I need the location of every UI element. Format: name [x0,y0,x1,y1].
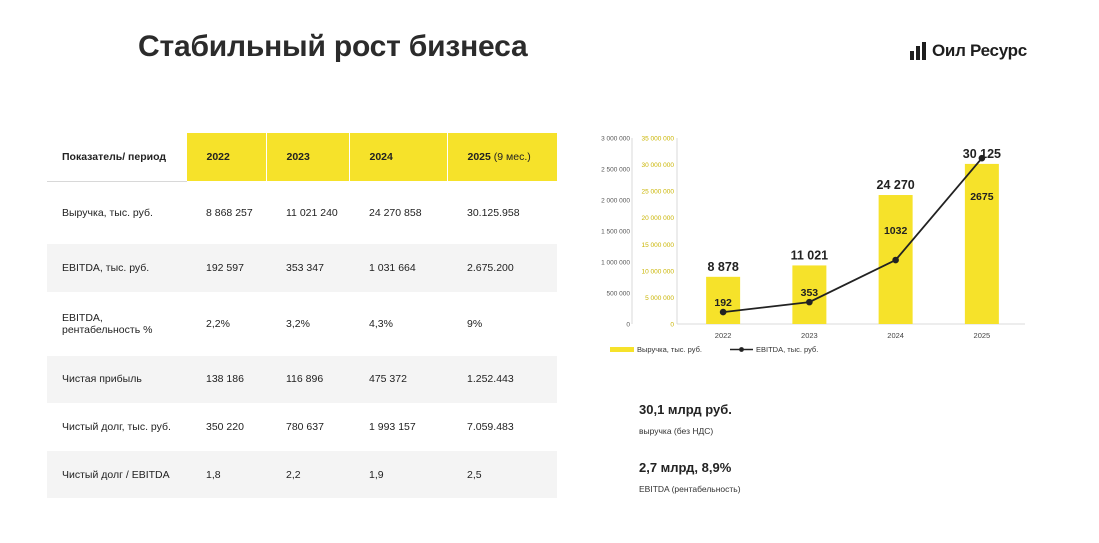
x-tick-label: 2022 [715,331,732,340]
ebitda-value-label: 353 [801,287,819,299]
bar-value-label: 24 270 [877,178,915,192]
table-cell: 475 372 [349,355,447,404]
bar-value-label: 8 878 [707,260,738,274]
ebitda-value-label: 1032 [884,225,908,237]
left-tick-label: 2 500 000 [601,167,630,174]
row-label: Чистая прибыль [47,355,186,404]
table-cell: 9% [467,317,483,330]
ebitda-line [723,157,983,313]
table-cell: 2,2 [266,450,349,499]
left-tick-label: 1 000 000 [601,260,630,267]
table-cell: 2,5 [447,450,557,499]
summary-panel: 30,1 млрд руб. выручка (без НДС) 2,7 млр… [639,402,939,494]
legend-bar-swatch [610,347,634,352]
legend-line-marker [739,347,744,352]
bar-value-label: 30 125 [963,147,1001,161]
ebitda-value-label: 2675 [970,191,994,203]
table-cell: 138 186 [186,355,266,404]
x-tick-label: 2024 [887,331,904,340]
bar-value-label: 11 021 [791,248,829,262]
header-year: 2023 [265,133,349,181]
table-cell: 1 993 157 [369,420,416,433]
table-cell: 7.059.483 [467,420,514,433]
table-cell: 192 597 [186,244,266,292]
chart-canvas: 0 500 000 1 000 000 1 500 000 2 000 000 2 500… [601,136,1025,354]
table-cell: 116 896 [266,355,349,404]
row-label: EBITDA, рентабельность % [62,311,153,336]
table-row: EBITDA, рентабельность % 2,2% 3,2% 4,3% … [47,292,557,356]
right-tick-label: 20 000 000 [641,215,674,222]
summary-value: 30,1 млрд руб. [639,402,732,417]
summary-caption: EBITDA (рентабельность) [639,484,741,494]
header-year: 2022 [185,133,266,181]
left-tick-label: 500 000 [607,291,631,298]
revenue-ebitda-chart: 0 500 000 1 000 000 1 500 000 2 000 000 2 500… [590,128,1040,368]
kpi-table: Показатель/ период 2022 2023 2024 2025 (… [47,133,557,499]
ebitda-point [719,308,727,316]
row-label: Чистый долг, тыс. руб. [62,420,171,433]
ebitda-point [978,154,986,162]
table-row: Выручка, тыс. руб. 8 868 257 11 021 240 … [47,181,557,244]
right-tick-label: 15 000 000 [641,242,674,249]
left-tick-label: 0 [626,322,630,329]
table-header-row: Показатель/ период 2022 2023 2024 2025 (… [47,133,557,182]
left-tick-label: 2 000 000 [601,198,630,205]
table-cell: 11 021 240 [286,206,338,219]
table-cell: 353 347 [266,244,349,292]
table-cell: 2,2% [206,317,230,330]
table-cell: 1,9 [349,450,447,499]
right-tick-label: 0 [670,322,674,329]
table-cell: 1.252.443 [447,355,557,404]
ebitda-value-label: 192 [714,297,732,309]
bar [706,276,741,324]
header-label: Показатель/ период [47,133,186,182]
company-logo: Оил Ресурс [910,40,1027,62]
table-cell: 3,2% [286,317,310,330]
page-title: Стабильный рост бизнеса [138,30,528,63]
table-row: Чистый долг, тыс. руб. 350 220 780 637 1… [47,403,557,451]
summary-caption: выручка (без НДС) [639,426,714,436]
table-cell: 2.675.200 [447,244,557,292]
summary-revenue: 30,1 млрд руб. выручка (без НДС) [639,402,939,436]
left-tick-label: 1 500 000 [601,229,630,236]
header-year: 2024 [348,133,447,181]
row-label: Выручка, тыс. руб. [62,206,153,219]
row-label: Чистый долг / EBITDA [47,450,186,499]
x-tick-label: 2023 [801,331,818,340]
table-cell: 4,3% [369,317,393,330]
ebitda-point [892,256,899,264]
x-tick-label: 2025 [974,331,991,340]
right-tick-label: 25 000 000 [641,189,674,196]
table-cell: 30.125.958 [467,206,520,219]
table-cell: 24 270 858 [369,206,422,219]
row-label: EBITDA, тыс. руб. [47,244,186,292]
table-cell: 8 868 257 [206,206,253,219]
legend-bar-label: Выручка, тыс. руб. [637,345,702,354]
table-row: Чистый долг / EBITDA 1,8 2,2 1,9 2,5 [47,450,557,499]
summary-ebitda: 2,7 млрд, 8,9% EBITDA (рентабельность) [639,460,939,494]
right-tick-label: 30 000 000 [641,162,674,169]
table-row: Чистая прибыль 138 186 116 896 475 372 1… [47,355,557,404]
table-row: EBITDA, тыс. руб. 192 597 353 347 1 031 … [47,244,557,292]
table-cell: 350 220 [206,420,244,433]
bar [792,265,827,324]
logo-bars-icon [910,42,926,60]
summary-value: 2,7 млрд, 8,9% [639,460,732,475]
header-year: 2025 (9 мес.) [446,133,557,181]
table-cell: 1 031 664 [349,244,447,292]
table-cell: 780 637 [286,420,324,433]
right-tick-label: 5 000 000 [645,295,674,302]
table-cell: 1,8 [186,450,266,499]
logo-text: Оил Ресурс [932,41,1027,60]
bar [964,163,999,324]
right-tick-label: 10 000 000 [641,268,674,275]
left-tick-label: 3 000 000 [601,136,630,143]
ebitda-point [806,298,813,306]
right-tick-label: 35 000 000 [641,136,674,143]
legend-line-label: EBITDA, тыс. руб. [756,345,818,354]
